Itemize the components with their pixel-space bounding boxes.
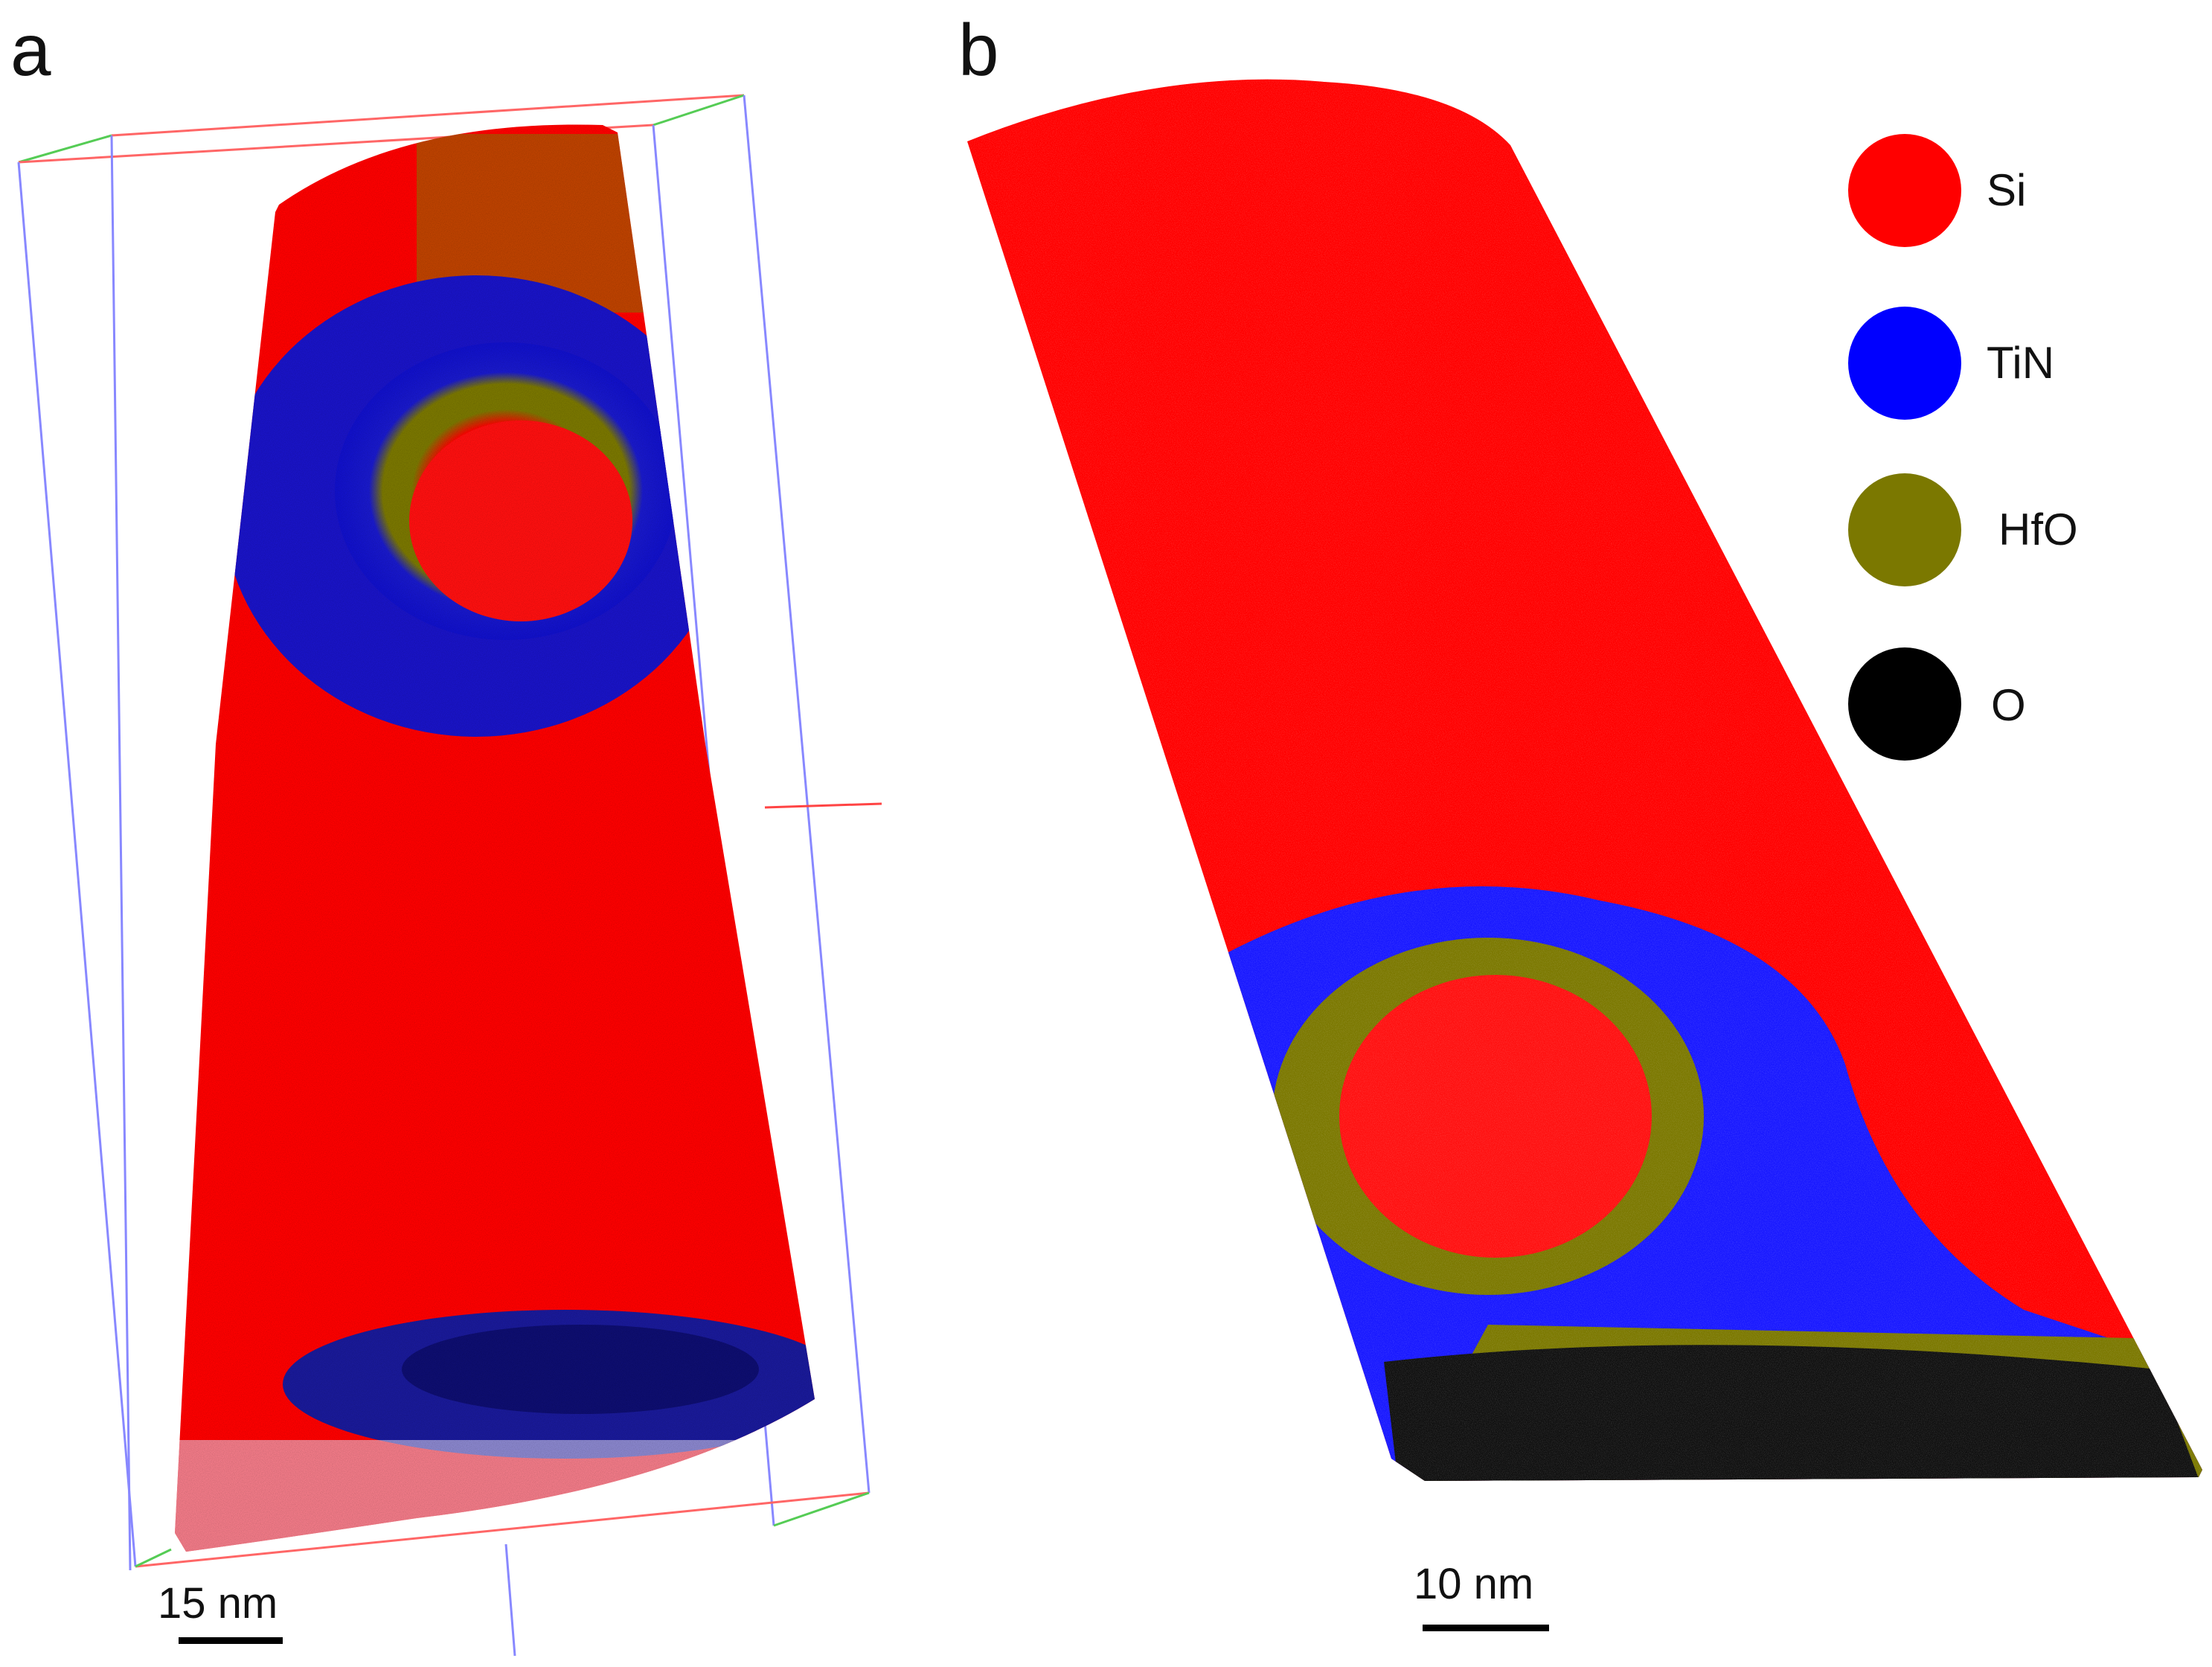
panel-a-reconstruction: [17, 94, 882, 1657]
panel-b-scale-label: 10 nm: [1414, 1560, 1534, 1608]
legend-o-label: O: [1991, 680, 2026, 730]
legend-si-label: Si: [1987, 165, 2027, 215]
panel-b-scale-bar: [1423, 1625, 1549, 1631]
panel-a-scale-bar: [179, 1637, 283, 1644]
legend-si-marker: [1848, 134, 1961, 247]
panel-b-reconstruction: [967, 79, 2202, 1482]
legend-hfo-marker: [1848, 473, 1961, 586]
legend-tin-marker: [1848, 307, 1961, 420]
legend-hfo-label: HfO: [1998, 505, 2078, 554]
panel-a-scale-label: 15 nm: [158, 1579, 278, 1628]
legend-tin-label: TiN: [1987, 338, 2055, 388]
bounding-box: [17, 94, 882, 1657]
panel-a-label: a: [10, 9, 51, 91]
panel-b-label: b: [958, 9, 999, 91]
legend-o-marker: [1848, 647, 1961, 761]
